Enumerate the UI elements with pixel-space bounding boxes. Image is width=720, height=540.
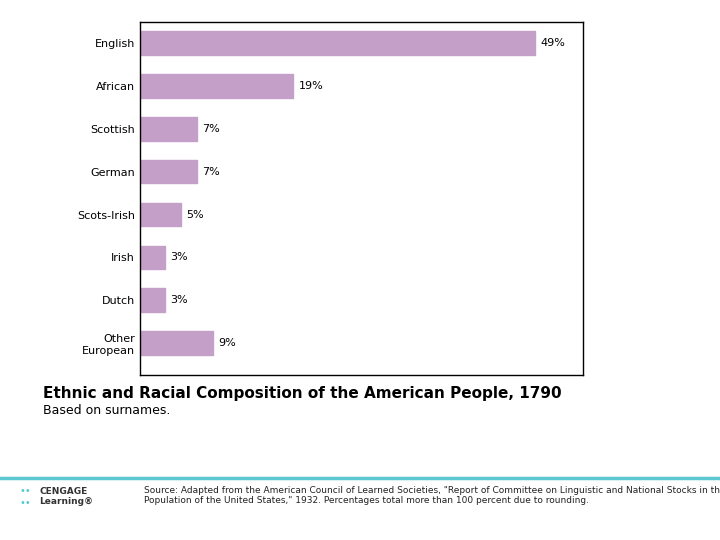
- Text: Source: Adapted from the American Council of Learned Societies, "Report of Commi: Source: Adapted from the American Counci…: [144, 486, 720, 505]
- Text: Ethnic and Racial Composition of the American People, 1790: Ethnic and Racial Composition of the Ame…: [43, 386, 562, 401]
- Text: CENGAGE
Learning®: CENGAGE Learning®: [40, 487, 94, 507]
- Bar: [140, 31, 535, 55]
- Text: Based on surnames.: Based on surnames.: [43, 404, 171, 417]
- Bar: [140, 332, 213, 355]
- Bar: [140, 160, 197, 184]
- Text: ••
••: •• ••: [19, 486, 31, 508]
- Text: 7%: 7%: [202, 167, 220, 177]
- Text: 3%: 3%: [170, 295, 188, 305]
- Bar: [140, 202, 181, 226]
- Text: 9%: 9%: [218, 338, 236, 348]
- Bar: [140, 74, 293, 98]
- Text: 19%: 19%: [299, 81, 324, 91]
- Text: 5%: 5%: [186, 210, 204, 220]
- Bar: [140, 246, 165, 269]
- Text: 3%: 3%: [170, 252, 188, 262]
- Text: 49%: 49%: [541, 38, 565, 48]
- Bar: [140, 117, 197, 140]
- Bar: [140, 288, 165, 312]
- Text: 7%: 7%: [202, 124, 220, 134]
